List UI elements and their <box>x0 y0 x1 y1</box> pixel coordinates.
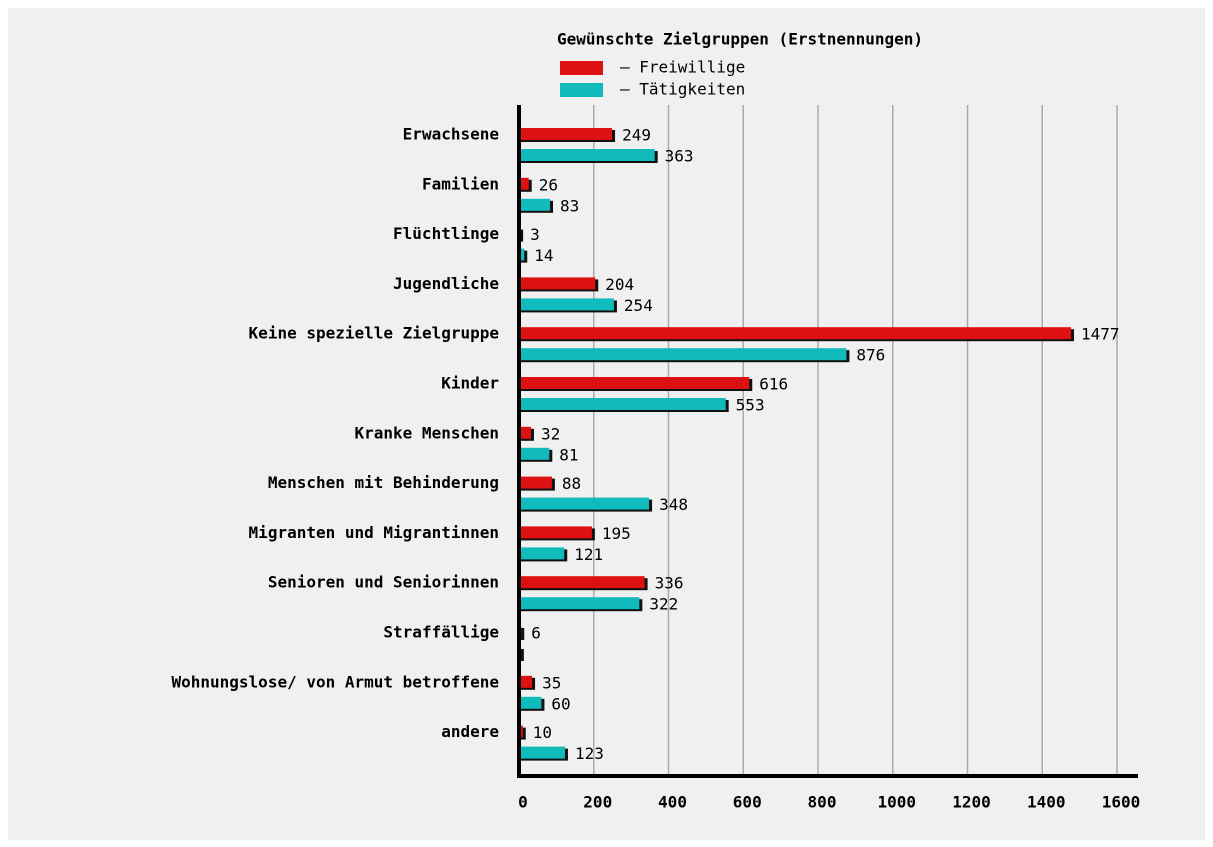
legend-swatch <box>560 61 603 75</box>
bar <box>519 277 596 290</box>
bar-shadow <box>519 628 525 640</box>
x-tick-label: 1200 <box>952 793 991 812</box>
x-tick-label: 1400 <box>1027 793 1066 812</box>
value-label: 26 <box>539 175 558 194</box>
x-tick-label: 200 <box>583 793 612 812</box>
value-label: 204 <box>605 275 634 294</box>
value-label: 10 <box>533 723 552 742</box>
legend-swatch <box>560 83 603 97</box>
bar <box>519 675 533 688</box>
bar <box>519 198 551 211</box>
bar <box>519 348 847 361</box>
y-tick-label: Jugendliche <box>393 274 499 293</box>
bar <box>519 377 750 389</box>
bar <box>519 476 552 489</box>
bar <box>519 526 592 539</box>
bar <box>519 248 525 261</box>
value-label: 553 <box>736 396 765 415</box>
y-tick-label: Kranke Menschen <box>355 423 500 442</box>
y-tick-label: Straffällige <box>383 623 499 642</box>
y-tick-label: Familien <box>422 174 499 193</box>
value-label: 123 <box>575 744 604 763</box>
bar <box>519 547 565 560</box>
value-label: 363 <box>665 147 694 166</box>
bar <box>519 398 726 410</box>
value-label: 195 <box>602 524 631 543</box>
bar <box>519 426 531 439</box>
bar <box>519 447 550 460</box>
value-label: 3 <box>530 225 540 244</box>
y-tick-label: Kinder <box>441 374 499 393</box>
value-label: 60 <box>551 694 570 713</box>
bar <box>519 177 529 190</box>
value-label: 336 <box>655 574 684 593</box>
value-label: 876 <box>856 346 885 365</box>
bar <box>519 746 565 759</box>
y-tick-label: Menschen mit Behinderung <box>268 473 499 492</box>
value-label: 81 <box>559 445 578 464</box>
y-tick-label: Migranten und Migrantinnen <box>249 523 499 542</box>
value-label: 32 <box>541 424 560 443</box>
bar <box>519 696 542 709</box>
value-label: 348 <box>659 495 688 514</box>
y-tick-label: Senioren und Seniorinnen <box>268 573 499 592</box>
bar <box>519 497 650 510</box>
x-tick-label: 400 <box>658 793 687 812</box>
y-tick-label: Flüchtlinge <box>393 224 499 243</box>
x-tick-label: 1600 <box>1102 793 1141 812</box>
value-label: 35 <box>542 673 561 692</box>
bar <box>519 327 1072 340</box>
y-tick-label: Wohnungslose/ von Armut betroffene <box>171 672 499 691</box>
bar-shadow <box>519 649 524 661</box>
legend-label: – Freiwillige <box>620 58 745 77</box>
value-label: 83 <box>560 196 579 215</box>
value-label: 616 <box>759 375 788 394</box>
value-label: 88 <box>562 474 581 493</box>
value-label: 121 <box>574 545 603 564</box>
bar <box>519 597 640 610</box>
bar <box>519 576 645 589</box>
x-tick-label: 0 <box>518 793 528 812</box>
value-label: 14 <box>534 246 553 265</box>
bar <box>519 128 613 140</box>
x-tick-label: 1000 <box>877 793 916 812</box>
bar <box>519 149 655 161</box>
value-label: 322 <box>649 595 678 614</box>
value-label: 254 <box>624 296 653 315</box>
y-tick-label: andere <box>441 722 499 741</box>
legend-label: – Tätigkeiten <box>620 80 745 99</box>
value-label: 6 <box>531 624 541 643</box>
panel <box>8 8 1205 840</box>
value-label: 1477 <box>1081 325 1120 344</box>
y-tick-label: Keine spezielle Zielgruppe <box>249 324 499 343</box>
chart-title: Gewünschte Zielgruppen (Erstnennungen) <box>557 30 923 49</box>
x-tick-label: 800 <box>808 793 837 812</box>
y-tick-label: Erwachsene <box>403 125 499 144</box>
value-label: 249 <box>622 126 651 145</box>
bar <box>519 298 614 311</box>
bar-shadow <box>519 229 524 242</box>
x-tick-label: 600 <box>733 793 762 812</box>
